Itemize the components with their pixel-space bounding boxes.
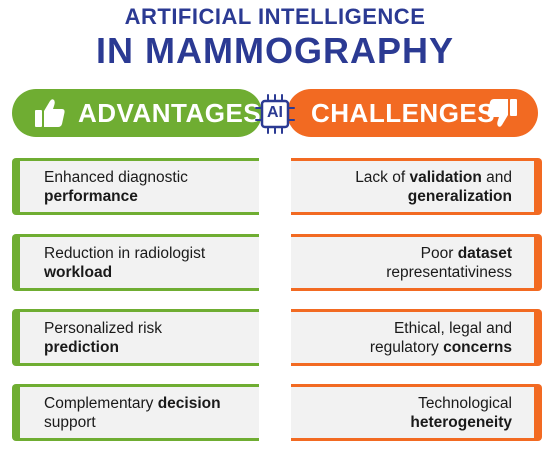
title-line-2: IN MAMMOGRAPHY <box>96 30 454 71</box>
advantages-label: ADVANTAGES <box>78 97 262 128</box>
advantage-3-bold: prediction <box>44 338 119 356</box>
thumbs-up-icon <box>34 98 66 135</box>
advantage-4-bold: decision <box>157 394 221 412</box>
challenge-2-text: Poor <box>420 244 458 262</box>
challenge-3-text: Ethical, legal and <box>393 319 512 337</box>
challenge-1-bold-2: generalization <box>407 187 512 205</box>
challenge-card-4: Technological heterogeneity <box>291 384 542 441</box>
challenges-header: CHALLENGES <box>287 89 538 137</box>
advantage-3-text: Personalized risk <box>44 319 163 337</box>
challenge-card-2: Poor dataset representativiness <box>291 234 542 291</box>
thumbs-down-icon <box>486 98 518 135</box>
challenge-2-bold: dataset <box>457 244 512 262</box>
challenge-card-3: Ethical, legal and regulatory concerns <box>291 309 542 366</box>
title-line-1: ARTIFICIAL INTELLIGENCE <box>124 4 426 29</box>
challenge-4-text: Technological <box>418 394 512 412</box>
ai-badge-label: AI <box>267 104 283 121</box>
advantage-2-text: Reduction in radiologist <box>44 244 206 262</box>
advantage-card-2: Reduction in radiologist workload <box>12 234 259 291</box>
advantage-2-bold: workload <box>44 263 113 281</box>
advantage-1-bold: performance <box>44 187 138 205</box>
challenge-1-bold: validation <box>409 168 482 186</box>
advantage-card-1: Enhanced diagnostic performance <box>12 158 259 215</box>
challenges-label: CHALLENGES <box>311 97 496 128</box>
advantages-header: ADVANTAGES <box>12 89 262 137</box>
challenge-card-1: Lack of validation and generalization <box>291 158 542 215</box>
advantage-1-text: Enhanced diagnostic <box>44 168 188 186</box>
challenge-3-text-2: regulatory <box>369 338 444 356</box>
challenge-2-text-2: representativiness <box>386 263 512 281</box>
advantage-4-text-2: support <box>44 413 96 431</box>
challenge-3-bold: concerns <box>443 338 512 356</box>
advantage-card-4: Complementary decision support <box>12 384 259 441</box>
challenge-1-text: Lack of <box>355 168 410 186</box>
advantage-4-text: Complementary <box>44 394 158 412</box>
challenge-4-bold: heterogeneity <box>410 413 512 431</box>
advantage-card-3: Personalized risk prediction <box>12 309 259 366</box>
ai-chip-icon: AI <box>255 94 295 134</box>
challenge-1-tail: and <box>481 168 512 186</box>
